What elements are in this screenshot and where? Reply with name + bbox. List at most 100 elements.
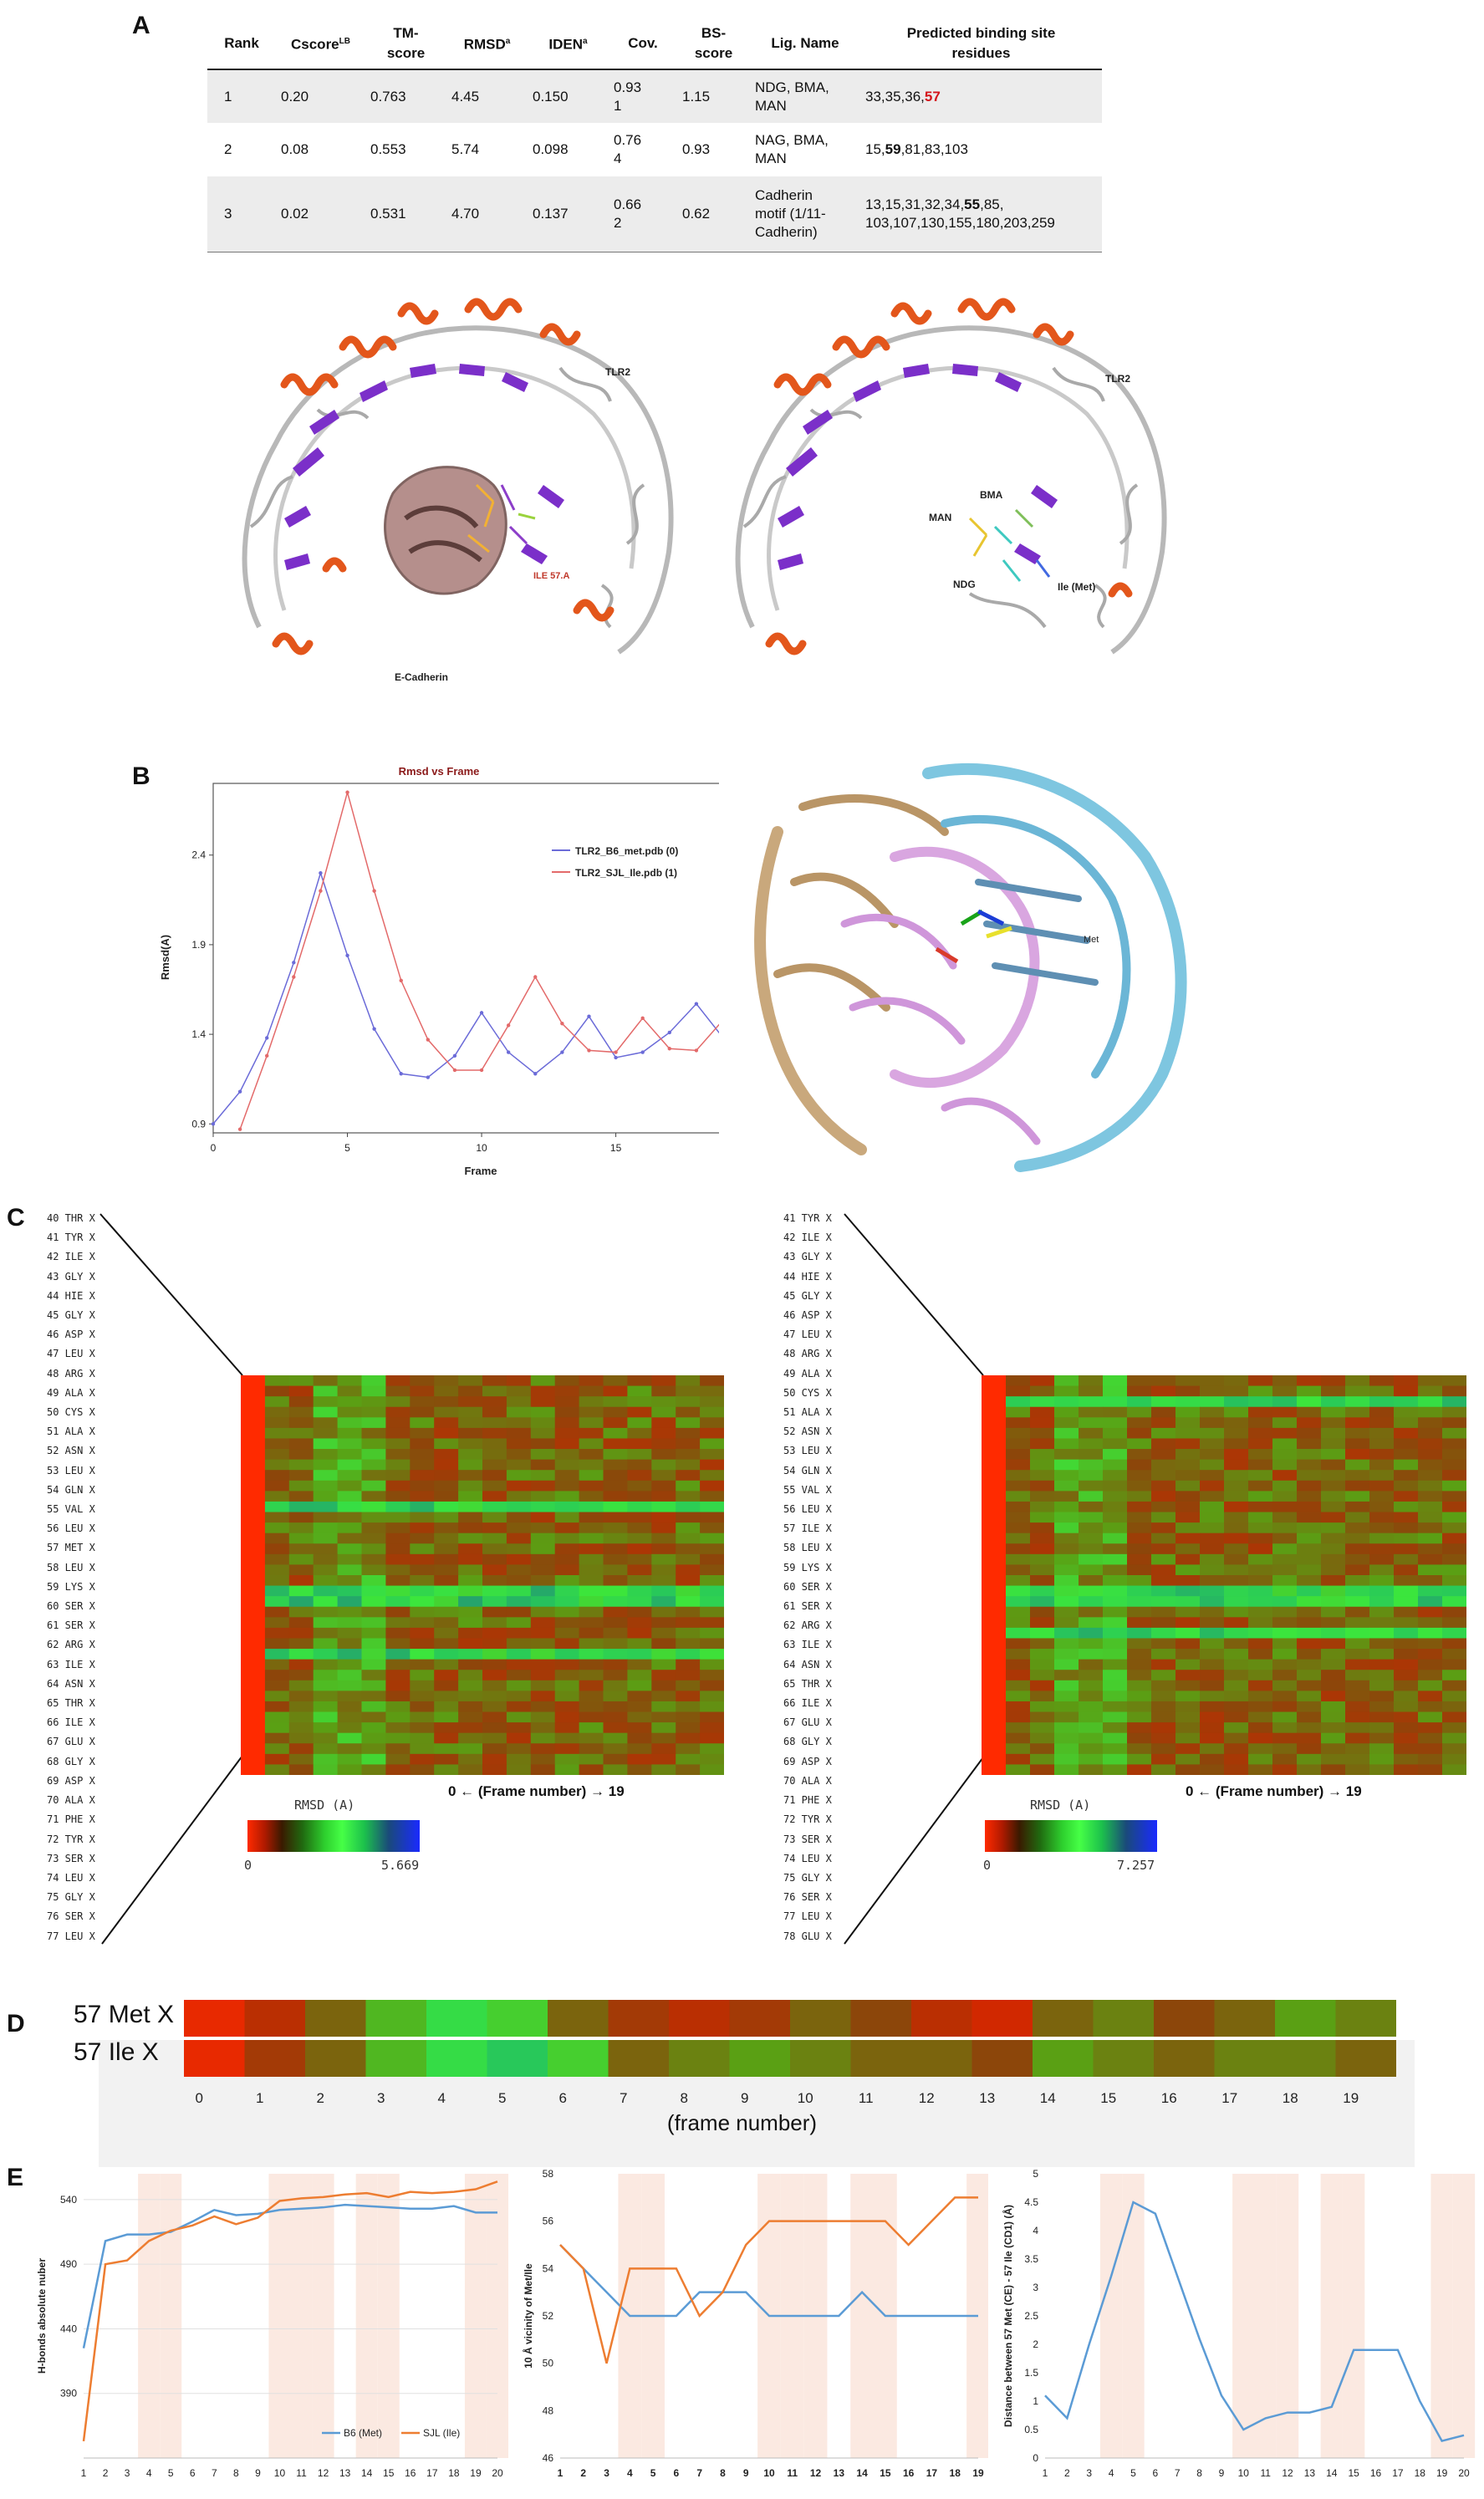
- heatmap-cell: [410, 1427, 435, 1440]
- heatmap-cell: [288, 1585, 314, 1597]
- heatmap-cell: [1151, 1543, 1176, 1555]
- heatmap-cell: [1127, 1470, 1152, 1482]
- heatmap-cell: [1151, 1533, 1176, 1544]
- heatmap-cell: [1006, 1375, 1031, 1387]
- strip-cell-met: [790, 2000, 851, 2037]
- heatmap-cell: [1369, 1385, 1395, 1397]
- heatmap-cell: [434, 1385, 459, 1397]
- heatmap-cell: [1079, 1711, 1104, 1723]
- cell-cscore: 0.20: [281, 88, 309, 105]
- heatmap-cell: [554, 1427, 580, 1440]
- heatmap-cell: [337, 1753, 363, 1766]
- heatmap-cell: [627, 1617, 652, 1629]
- heatmap-cell: [313, 1385, 339, 1397]
- y-tick-label: 0.9: [191, 1118, 206, 1130]
- heatmap-cell: [982, 1649, 1007, 1660]
- heatmap-cell: [385, 1701, 411, 1713]
- header-iden: IDENa: [548, 36, 588, 53]
- heatmap-cell: [676, 1743, 701, 1755]
- x-tick-label: 16: [405, 2467, 416, 2479]
- heatmap-cell: [482, 1764, 507, 1775]
- heatmap-cell: [676, 1691, 701, 1702]
- residue-label: 44 HIE X: [783, 1270, 832, 1283]
- heatmap-cell: [385, 1512, 411, 1523]
- heatmap-cell: [1394, 1753, 1419, 1766]
- strip-cell-ile: [426, 2040, 487, 2077]
- data-point: [560, 1050, 564, 1054]
- heatmap-cell: [1030, 1732, 1055, 1744]
- heatmap-cell: [1394, 1385, 1419, 1397]
- heatmap-cell: [1103, 1743, 1128, 1755]
- x-tick-label: 10: [1238, 2467, 1250, 2479]
- heatmap-cell: [1006, 1701, 1031, 1713]
- heatmap-cell: [579, 1480, 604, 1492]
- heatmap-cell: [1297, 1638, 1322, 1650]
- heatmap-cell: [676, 1438, 701, 1450]
- heatmap-cell: [700, 1691, 724, 1702]
- heatmap-cell: [1151, 1659, 1176, 1670]
- heatmap-cell: [530, 1375, 556, 1387]
- heatmap-cell: [530, 1638, 556, 1650]
- heatmap-cell: [1079, 1553, 1104, 1566]
- heatmap-cell: [361, 1617, 386, 1629]
- heatmap-cell: [651, 1711, 676, 1723]
- heatmap-cell: [458, 1564, 483, 1576]
- heatmap-cell: [361, 1480, 386, 1492]
- heatmap-cell: [1369, 1512, 1395, 1523]
- heatmap-cell: [651, 1375, 676, 1387]
- heatmap-cell: [1248, 1480, 1273, 1492]
- heatmap-cell: [434, 1722, 459, 1734]
- heatmap-cell: [506, 1491, 532, 1502]
- heatmap-cell: [1030, 1533, 1055, 1544]
- heatmap-cell: [506, 1680, 532, 1691]
- heatmap-cell: [288, 1649, 314, 1660]
- heatmap-cell: [434, 1596, 459, 1608]
- heatmap-cell: [361, 1522, 386, 1534]
- residue-label: 40 THR X: [47, 1212, 95, 1224]
- heatmap-cell: [288, 1691, 314, 1702]
- heatmap-cell: [1369, 1627, 1395, 1640]
- heatmap-cell: [482, 1533, 507, 1544]
- heatmap-cell: [458, 1480, 483, 1492]
- heatmap-cell: [1200, 1480, 1225, 1492]
- table-header-row: Rank CscoreLB TM-score RMSDa IDENa Cov. …: [207, 18, 1102, 69]
- shaded-frame-band: [1452, 2174, 1476, 2458]
- heatmap-cell: [1394, 1564, 1419, 1576]
- heatmap-cell: [1175, 1533, 1201, 1544]
- heatmap-cell: [530, 1753, 556, 1766]
- heatmap-cell: [1103, 1449, 1128, 1461]
- heatmap-cell: [288, 1427, 314, 1440]
- heatmap-cell: [1006, 1470, 1031, 1482]
- heatmap-cell: [506, 1553, 532, 1566]
- heatmap-cell: [1127, 1553, 1152, 1566]
- heatmap-cell: [530, 1680, 556, 1691]
- heatmap-cell: [700, 1438, 724, 1450]
- heatmap-cell: [241, 1449, 266, 1461]
- heatmap-cell: [1272, 1638, 1298, 1650]
- heatmap-cell: [410, 1480, 435, 1492]
- label-ile-met: Ile (Met): [1058, 581, 1096, 593]
- heatmap-cell: [337, 1480, 363, 1492]
- heatmap-cell: [579, 1722, 604, 1734]
- heatmap-cell: [676, 1427, 701, 1440]
- heatmap-cell: [1248, 1596, 1273, 1608]
- heatmap-cell: [530, 1480, 556, 1492]
- heatmap-cell: [1442, 1406, 1466, 1418]
- heatmap-cell: [554, 1512, 580, 1523]
- heatmap-cell: [627, 1753, 652, 1766]
- heatmap-cell: [1224, 1427, 1249, 1440]
- heatmap-cell: [1272, 1617, 1298, 1629]
- heatmap-cell: [1079, 1406, 1104, 1418]
- heatmap-cell: [434, 1575, 459, 1587]
- frame-tick: 10: [797, 2090, 813, 2106]
- heatmap-cell: [1127, 1732, 1152, 1744]
- heatmap-cell: [1297, 1701, 1322, 1713]
- heatmap-cell: [1175, 1691, 1201, 1702]
- heatmap-cell: [337, 1764, 363, 1775]
- heatmap-cell: [1321, 1606, 1346, 1618]
- heatmap-cell: [1394, 1512, 1419, 1523]
- heatmap-cell: [700, 1512, 724, 1523]
- heatmap-cell: [1103, 1459, 1128, 1471]
- heatmap-cell: [288, 1711, 314, 1723]
- heatmap-cell: [288, 1375, 314, 1387]
